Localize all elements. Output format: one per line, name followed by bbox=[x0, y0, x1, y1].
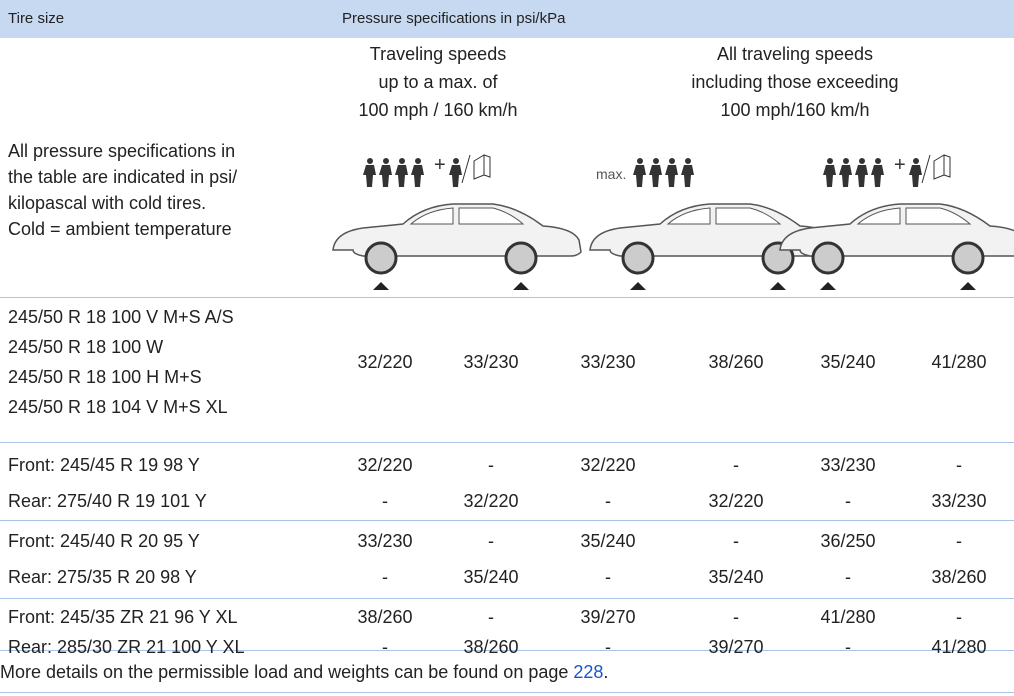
row-separator bbox=[0, 520, 1014, 521]
note-line: kilopascal with cold tires. bbox=[8, 193, 207, 213]
note-line: the table are indicated in psi/ bbox=[8, 167, 238, 187]
pressure-value: - bbox=[845, 491, 851, 511]
pressure-value: 32/220 bbox=[708, 491, 764, 511]
tire-line: 245/50 R 18 100 H M+S bbox=[8, 367, 202, 387]
pressure-value: - bbox=[488, 531, 494, 551]
condition-line: up to a max. of bbox=[378, 72, 498, 92]
footer-end: . bbox=[603, 662, 609, 682]
row-separator bbox=[0, 650, 1014, 651]
pressure-value: 33/230 bbox=[580, 352, 636, 372]
pressure-value: 41/280 bbox=[931, 637, 987, 657]
svg-text:+: + bbox=[434, 154, 446, 176]
tire-line: Front: 245/45 R 19 98 Y bbox=[8, 455, 200, 475]
condition-line: 100 mph/160 km/h bbox=[720, 100, 870, 120]
footer-text: More details on the permissible load and… bbox=[0, 662, 569, 682]
pressure-value: - bbox=[845, 637, 851, 657]
tire-size: 245/50 R 18 100 V M+S A/S 245/50 R 18 100… bbox=[8, 302, 328, 422]
pressure-value: - bbox=[733, 607, 739, 627]
tire-size: Rear: 275/40 R 19 101 Y bbox=[8, 486, 328, 516]
tire-size: Front: 245/40 R 20 95 Y bbox=[8, 526, 328, 556]
tire-size: Rear: 275/35 R 20 98 Y bbox=[8, 562, 328, 592]
pressure-value: 35/240 bbox=[580, 531, 636, 551]
pressure-value: - bbox=[733, 455, 739, 475]
icons: + + bbox=[331, 154, 1014, 290]
tire-line: 245/50 R 18 100 W bbox=[8, 337, 164, 357]
condition-line: Traveling speeds bbox=[369, 44, 507, 64]
pressure-value: 35/240 bbox=[463, 567, 519, 587]
pressure-value: - bbox=[733, 531, 739, 551]
pressure-value: - bbox=[382, 491, 388, 511]
tire-size: Front: 245/45 R 19 98 Y bbox=[8, 450, 328, 480]
pressure-value: - bbox=[382, 567, 388, 587]
pressure-value: 38/260 bbox=[463, 637, 519, 657]
header-pressure: Pressure specifications in psi/kPa bbox=[342, 10, 566, 27]
svg-text:+: + bbox=[894, 154, 906, 176]
condition-line: 100 mph / 160 km/h bbox=[358, 100, 518, 120]
header-bar: Tire size Pressure specifications in psi… bbox=[0, 0, 1014, 38]
header-tire-size: Tire size bbox=[8, 10, 65, 27]
pressure-value: 35/240 bbox=[708, 567, 764, 587]
pressure-value: - bbox=[382, 637, 388, 657]
pressure-value: - bbox=[845, 567, 851, 587]
pressure-value: - bbox=[605, 491, 611, 511]
pressure-value: 32/220 bbox=[357, 352, 413, 372]
note-line: All pressure specifications in bbox=[8, 141, 236, 161]
page-link[interactable]: 228 bbox=[573, 662, 604, 682]
row-separator bbox=[0, 598, 1014, 599]
tire-size: Front: 245/35 ZR 21 96 Y XL bbox=[8, 602, 328, 632]
row-separator bbox=[0, 692, 1014, 693]
pressure-value: 36/250 bbox=[820, 531, 876, 551]
tire-line: Front: 245/35 ZR 21 96 Y XL bbox=[8, 607, 238, 627]
tire-size: Rear: 285/30 ZR 21 100 Y XL bbox=[8, 632, 328, 662]
pressure-value: 38/260 bbox=[931, 567, 987, 587]
row-separator bbox=[0, 297, 1014, 298]
pressure-value: - bbox=[488, 607, 494, 627]
pressure-value: 32/220 bbox=[580, 455, 636, 475]
condition-header: All traveling speeds including those exce… bbox=[610, 40, 980, 124]
tire-line: 245/50 R 18 104 V M+S XL bbox=[8, 397, 228, 417]
tire-line: Rear: 285/30 ZR 21 100 Y XL bbox=[8, 637, 245, 657]
pressure-value: 33/230 bbox=[820, 455, 876, 475]
row-separator bbox=[0, 442, 1014, 443]
pressure-value: 32/220 bbox=[463, 491, 519, 511]
pressure-value: 41/280 bbox=[820, 607, 876, 627]
pressure-value: 41/280 bbox=[931, 352, 987, 372]
pressure-value: - bbox=[956, 607, 962, 627]
pressure-value: 39/270 bbox=[708, 637, 764, 657]
tire-line: Rear: 275/35 R 20 98 Y bbox=[8, 567, 197, 587]
pressure-value: 38/260 bbox=[708, 352, 764, 372]
footer: More details on the permissible load and… bbox=[0, 662, 608, 683]
pressure-value: 33/230 bbox=[463, 352, 519, 372]
tire-line: 245/50 R 18 100 V M+S A/S bbox=[8, 307, 234, 327]
condition-line: including those exceeding bbox=[691, 72, 899, 92]
pressure-value: 32/220 bbox=[357, 455, 413, 475]
pressure-value: 39/270 bbox=[580, 607, 636, 627]
note-line: Cold = ambient temperature bbox=[8, 219, 232, 239]
condition-header: Traveling speeds up to a max. of 100 mph /… bbox=[333, 40, 543, 124]
pressure-value: - bbox=[605, 637, 611, 657]
tire-line: Front: 245/40 R 20 95 Y bbox=[8, 531, 200, 551]
pressure-value: - bbox=[605, 567, 611, 587]
pressure-value: - bbox=[956, 531, 962, 551]
pressure-value: 33/230 bbox=[931, 491, 987, 511]
pressure-value: - bbox=[956, 455, 962, 475]
note: All pressure specifications in the table … bbox=[8, 138, 328, 242]
condition-line: All traveling speeds bbox=[716, 44, 874, 64]
pressure-value: - bbox=[488, 455, 494, 475]
pressure-value: 38/260 bbox=[357, 607, 413, 627]
tire-line: Rear: 275/40 R 19 101 Y bbox=[8, 491, 207, 511]
pressure-value: 33/230 bbox=[357, 531, 413, 551]
icon-max-label: max. bbox=[596, 166, 627, 182]
pressure-value: 35/240 bbox=[820, 352, 876, 372]
